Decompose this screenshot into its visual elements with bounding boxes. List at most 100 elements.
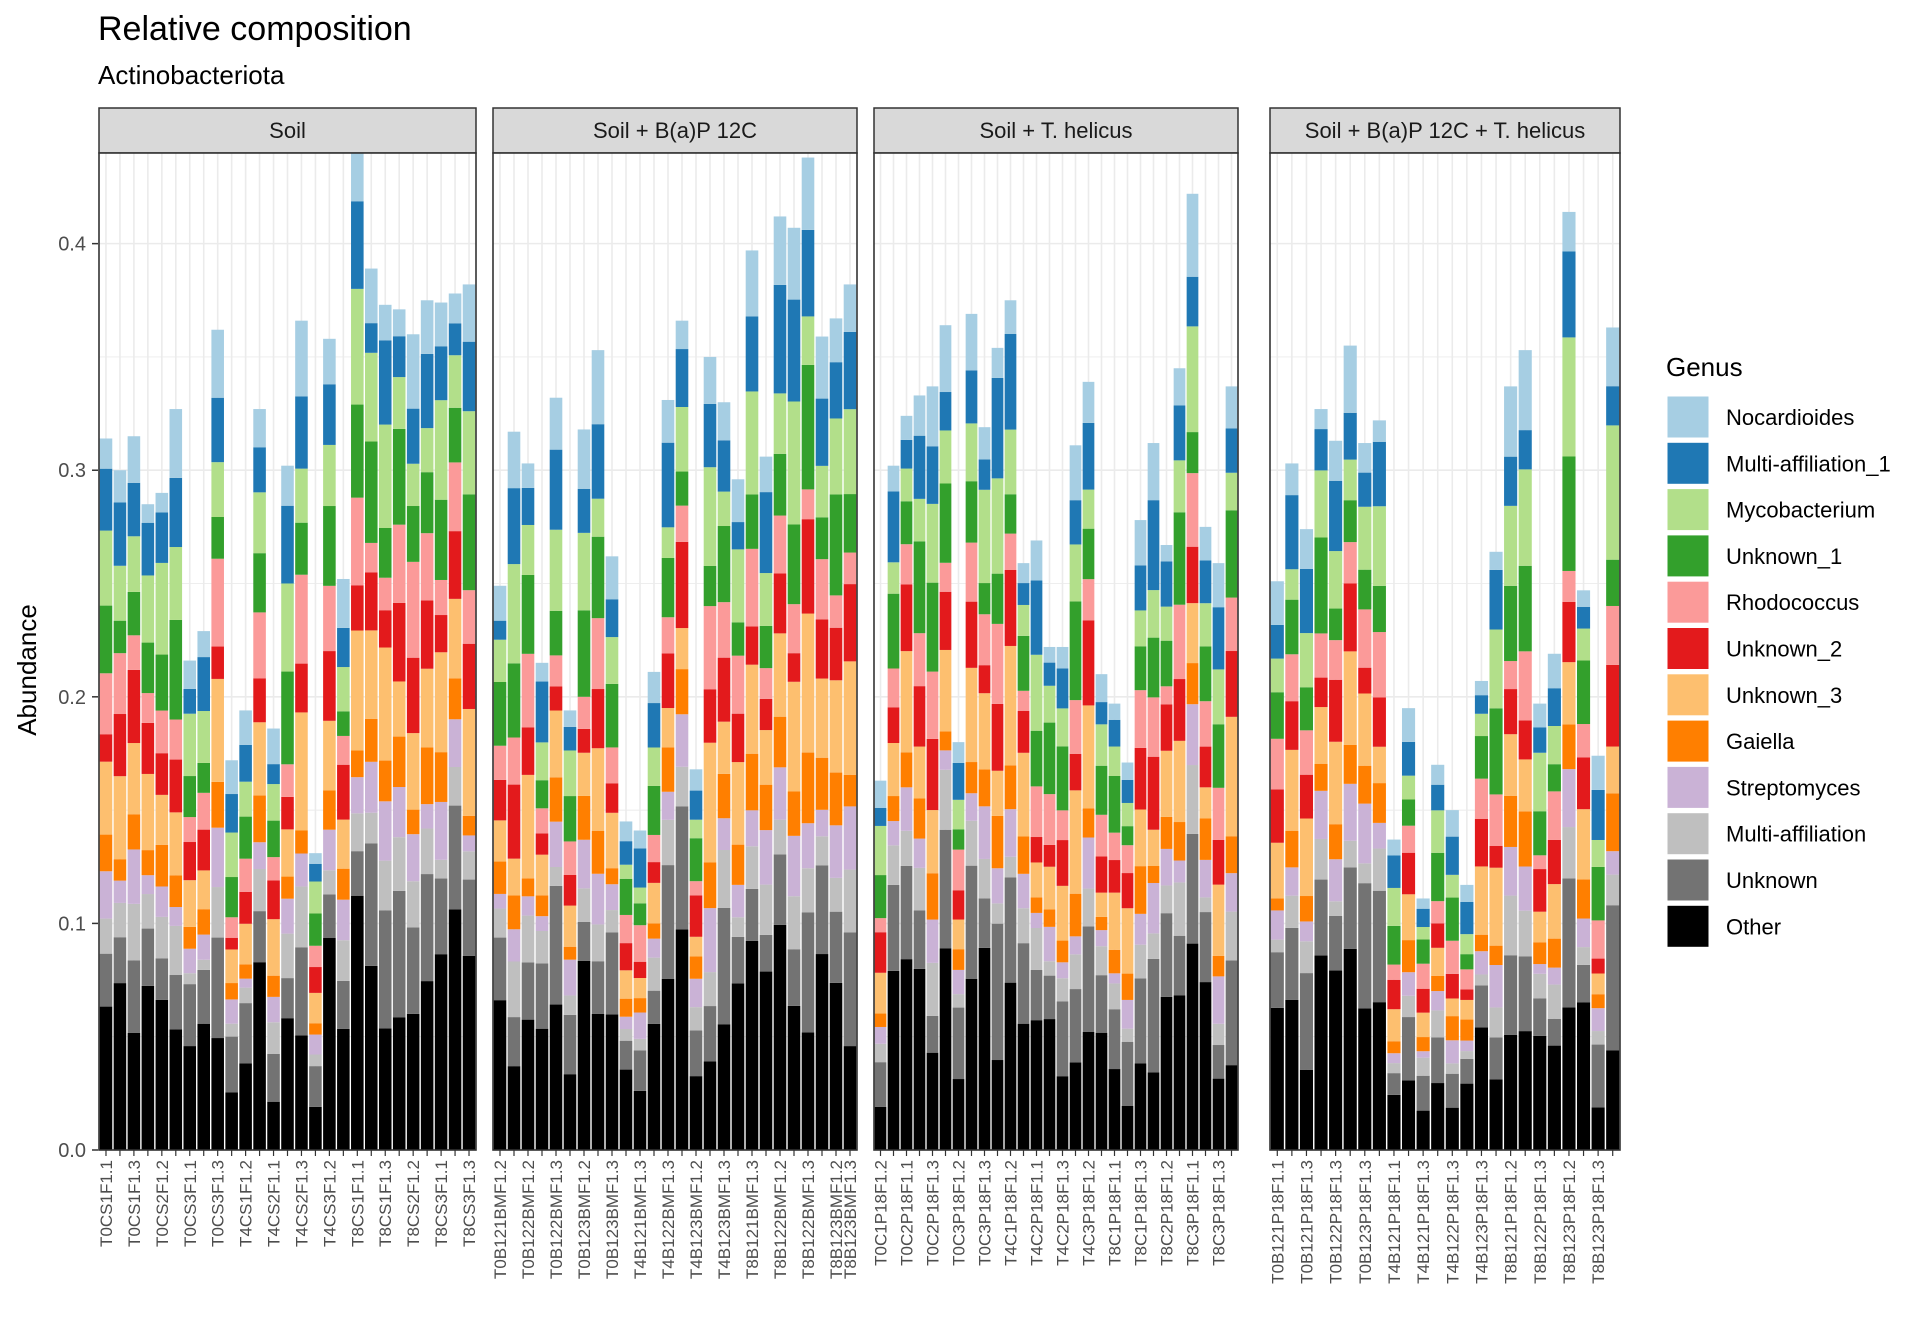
bar-segment-streptomyces xyxy=(1358,803,1372,864)
bar-segment-gaiella xyxy=(420,747,434,805)
bar-segment-multi-affiliation xyxy=(703,972,717,1007)
bar-segment-unknown-3 xyxy=(1199,787,1212,819)
bar-segment-mycobacterium xyxy=(549,529,563,611)
bar xyxy=(1285,463,1299,1150)
bar-segment-unknown xyxy=(1147,958,1160,1073)
bar-segment-multi-affiliation-1 xyxy=(309,863,322,882)
bar-segment-multi-affiliation xyxy=(675,766,689,807)
bar-segment-other xyxy=(1082,1031,1095,1150)
bar-segment-unknown-2 xyxy=(448,531,462,599)
bar-segment-mycobacterium xyxy=(965,423,978,482)
bar-segment-unknown-1 xyxy=(1212,724,1225,788)
bar-segment-unknown xyxy=(939,829,952,949)
bar-segment-other xyxy=(965,978,978,1150)
bar-segment-nocardioides xyxy=(225,760,238,795)
bar-segment-unknown-1 xyxy=(1069,601,1082,701)
bar xyxy=(1518,350,1532,1150)
facet-panels: Soil T0CS1F1.1 T0CS1F1.3 T0CS2F1.2 T0CS3F1.1… xyxy=(97,107,1621,1284)
bar-segment-multi-affiliation xyxy=(211,887,224,938)
bar-segment-gaiella xyxy=(577,795,591,840)
bar-segment-nocardioides xyxy=(1212,563,1225,608)
bar-segment-multi-affiliation-1 xyxy=(155,512,169,563)
bar-segment-unknown-3 xyxy=(991,770,1004,816)
bar-segment-rhodococcus xyxy=(507,737,521,785)
bar-segment-other xyxy=(493,1000,507,1150)
bar-segment-rhodococcus xyxy=(913,633,926,687)
bar-segment-nocardioides xyxy=(392,309,406,337)
bar-segment-rhodococcus xyxy=(1431,901,1445,924)
bar-segment-mycobacterium xyxy=(1108,746,1121,776)
bar-segment-nocardioides xyxy=(1147,443,1160,501)
bar-segment-mycobacterium xyxy=(563,750,577,797)
bar-segment-unknown xyxy=(978,898,991,948)
bar-segment-mycobacterium xyxy=(197,711,211,763)
bar-segment-rhodococcus xyxy=(141,693,155,723)
bar-segment-unknown xyxy=(1121,1041,1134,1106)
bar-segment-unknown-2 xyxy=(1445,973,1459,999)
x-axis: T0B121P18F1.1 T0B121P18F1.3 T0B122P18F1.3 T… xyxy=(1268,1150,1614,1284)
bar-segment-unknown-1 xyxy=(675,471,689,506)
bar-segment-unknown-3 xyxy=(1431,947,1445,976)
bar-segment-gaiella xyxy=(1186,663,1199,705)
bar-segment-streptomyces xyxy=(675,714,689,767)
bar-segment-multi-affiliation xyxy=(1056,978,1069,1002)
bar-segment-unknown-2 xyxy=(351,585,364,631)
bar-segment-streptomyces xyxy=(507,929,521,962)
bar-segment-multi-affiliation xyxy=(1445,1063,1459,1074)
bar-segment-mycobacterium xyxy=(1329,551,1343,609)
bar-segment-nocardioides xyxy=(1285,463,1299,496)
bar-segment-other xyxy=(239,1063,252,1150)
bar-segment-unknown-3 xyxy=(1069,790,1082,894)
bar-segment-gaiella xyxy=(952,949,965,970)
bar xyxy=(155,492,169,1150)
bar-segment-gaiella xyxy=(619,998,633,1017)
bar-segment-streptomyces xyxy=(1108,973,1121,984)
legend-swatch xyxy=(1666,488,1710,532)
panel-border xyxy=(1269,152,1621,1151)
x-tick-label: T8CS1F1.3 xyxy=(376,1160,395,1247)
bar-segment-unknown xyxy=(1474,985,1489,1028)
x-tick-label: T0C1P18F1.2 xyxy=(872,1160,891,1266)
bar-segment-rhodococcus xyxy=(448,462,462,532)
bar-segment-other xyxy=(745,940,759,1150)
bar-segment-streptomyces xyxy=(267,996,280,1023)
bar-segment-multi-affiliation xyxy=(225,1023,238,1037)
bar-segment-streptomyces xyxy=(605,884,619,911)
bar-segment-unknown xyxy=(563,1014,577,1075)
bar xyxy=(887,465,900,1150)
bar-segment-unknown-3 xyxy=(155,794,169,845)
x-tick-label: T0B123BMF1.3 xyxy=(603,1160,622,1279)
bar-segment-other xyxy=(1576,1002,1591,1150)
bar-segment-unknown-1 xyxy=(113,620,127,654)
bar-segment-mycobacterium xyxy=(1121,802,1134,827)
bar-segment-mycobacterium xyxy=(801,316,815,365)
bar-segment-mycobacterium xyxy=(939,430,952,484)
bar-segment-multi-affiliation xyxy=(169,925,183,976)
bar-segment-unknown-1 xyxy=(939,483,952,563)
bar-segment-rhodococcus xyxy=(703,606,717,690)
bar-segment-gaiella xyxy=(1591,994,1605,1009)
bar-segment-streptomyces xyxy=(169,907,183,926)
bar-segment-unknown-2 xyxy=(462,643,476,709)
bar-segment-unknown-2 xyxy=(1225,651,1238,717)
bar-segment-unknown-3 xyxy=(843,661,857,775)
bar xyxy=(787,227,801,1150)
bar-segment-mycobacterium xyxy=(591,498,605,537)
bar-segment-unknown-1 xyxy=(364,441,378,543)
bar-segment-mycobacterium xyxy=(815,465,829,518)
bar-segment-streptomyces xyxy=(978,806,991,859)
bar-segment-multi-affiliation-1 xyxy=(965,370,978,424)
bar-segment-other xyxy=(1591,1107,1605,1150)
bar-segment-nocardioides xyxy=(239,710,252,745)
bar-segment-other xyxy=(1504,1034,1518,1150)
bar-segment-nocardioides xyxy=(745,250,759,317)
bar-segment-gaiella xyxy=(773,716,787,768)
bar-segment-streptomyces xyxy=(351,777,364,814)
bar-segment-streptomyces xyxy=(364,761,378,813)
bar-segment-mycobacterium xyxy=(619,864,633,879)
bar-segment-mycobacterium xyxy=(1147,590,1160,638)
legend-swatch xyxy=(1666,534,1710,578)
bar-segment-rhodococcus xyxy=(991,623,1004,704)
bar-segment-unknown-2 xyxy=(1533,869,1547,912)
facet-strip xyxy=(873,107,1239,154)
